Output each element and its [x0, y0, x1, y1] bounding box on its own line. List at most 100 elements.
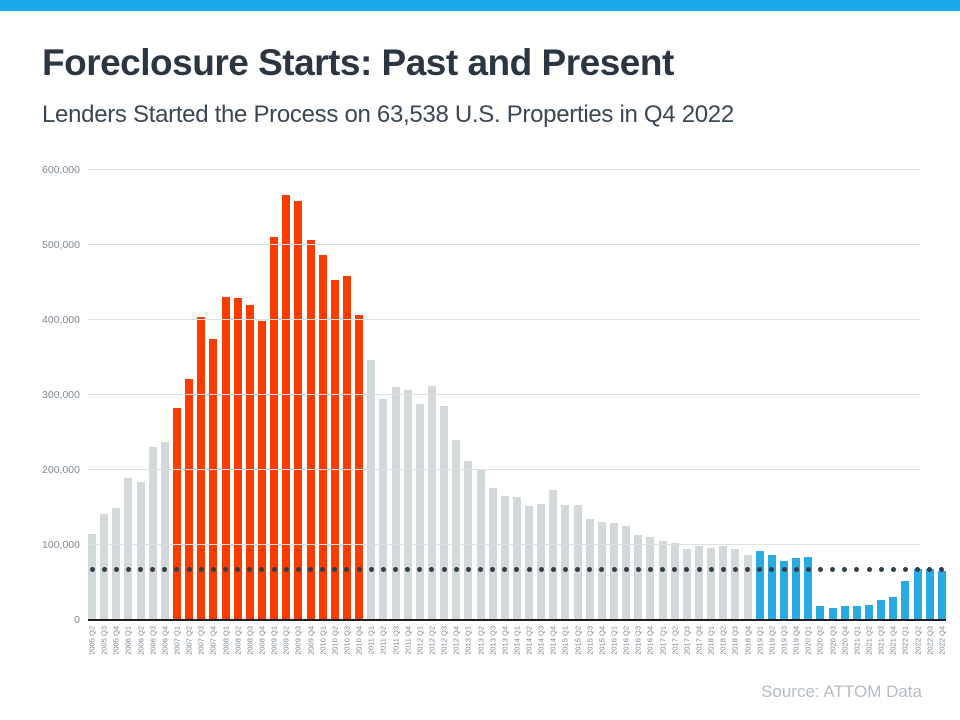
reference-dot	[817, 566, 823, 572]
bar	[440, 406, 449, 619]
reference-dot	[878, 566, 884, 572]
x-tick-label: 2021 Q3	[876, 626, 886, 655]
x-tick-label: 2019 Q2	[767, 626, 777, 655]
reference-dot	[210, 566, 216, 572]
y-tick-label: 500,000	[42, 238, 80, 251]
bar-column: 2015 Q1	[561, 171, 570, 655]
reference-dot	[150, 566, 156, 572]
reference-dot	[635, 566, 641, 572]
bar-column: 2019 Q4	[791, 171, 800, 655]
x-tick-label: 2020 Q4	[839, 626, 849, 655]
bar	[185, 379, 194, 619]
x-tick-label: 2020 Q3	[827, 626, 837, 655]
bar-column: 2007 Q1	[172, 171, 181, 655]
bar	[415, 403, 424, 619]
bar	[743, 554, 752, 619]
bar-column: 2012 Q4	[451, 171, 460, 655]
gridline	[88, 244, 920, 245]
bar-column: 2007 Q3	[197, 171, 206, 655]
bar	[209, 339, 218, 619]
reference-dot	[623, 566, 629, 572]
bar	[852, 606, 861, 619]
bar	[367, 359, 376, 619]
gridline	[88, 544, 920, 545]
reference-dot	[732, 566, 738, 572]
bar-column: 2014 Q3	[536, 171, 545, 655]
reference-dot	[198, 566, 204, 572]
reference-dot	[696, 566, 702, 572]
bar-column: 2016 Q2	[621, 171, 630, 655]
bar-column: 2014 Q2	[524, 171, 534, 655]
bar	[525, 505, 534, 619]
x-tick-label: 2008 Q3	[245, 626, 255, 655]
reference-dot	[174, 566, 180, 572]
bar	[270, 236, 279, 619]
gridline	[88, 169, 920, 170]
bar	[804, 556, 813, 619]
bar-column: 2021 Q4	[889, 171, 898, 655]
reference-dot	[599, 566, 605, 572]
bar-column: 2017 Q3	[682, 171, 691, 655]
bar-column: 2019 Q1	[755, 171, 764, 655]
reference-dot	[89, 566, 95, 572]
bar-column: 2022 Q4	[937, 171, 946, 655]
bar-column: 2019 Q2	[767, 171, 776, 655]
bar	[695, 546, 704, 619]
bar	[355, 315, 364, 619]
x-tick-label: 2010 Q3	[342, 626, 352, 655]
bar	[172, 407, 181, 619]
bar	[707, 547, 716, 619]
bar-column: 2020 Q3	[828, 171, 837, 655]
reference-dot	[101, 566, 107, 572]
reference-dot	[162, 566, 168, 572]
x-tick-label: 2017 Q2	[670, 626, 679, 655]
x-tick-label: 2019 Q1	[754, 626, 764, 655]
bar	[731, 549, 740, 619]
x-tick-label: 2006 Q1	[123, 626, 133, 655]
bar-column: 2017 Q2	[670, 171, 679, 655]
bar-column: 2008 Q2	[233, 171, 242, 655]
top-accent-bar	[0, 0, 960, 11]
bar-column: 2009 Q2	[282, 171, 291, 655]
reference-dot	[405, 566, 411, 572]
bar	[488, 487, 497, 619]
x-tick-label: 2006 Q3	[147, 626, 157, 655]
bar	[682, 548, 691, 619]
foreclosure-starts-chart: 0 100,000 200,000 300,000 400,000 500,000 600,…	[0, 160, 960, 680]
reference-dot	[138, 566, 144, 572]
bar-column: 2018 Q1	[706, 171, 716, 655]
x-tick-label: 2017 Q3	[682, 626, 692, 655]
gridline	[88, 319, 920, 320]
bar	[306, 239, 315, 619]
reference-dot	[902, 566, 908, 572]
bar	[500, 496, 509, 619]
reference-dot	[356, 566, 362, 572]
bar	[379, 398, 388, 619]
x-tick-label: 2017 Q1	[657, 626, 667, 655]
bar-column: 2020 Q4	[840, 171, 849, 655]
reference-dot	[793, 566, 799, 572]
reference-dot	[660, 566, 666, 572]
x-tick-label: 2005 Q3	[99, 626, 109, 655]
bar	[233, 298, 242, 619]
reference-dot	[490, 566, 496, 572]
x-tick-label: 2021 Q2	[864, 626, 874, 655]
x-tick-label: 2006 Q2	[135, 626, 145, 655]
reference-dot	[478, 566, 483, 572]
x-tick-label: 2015 Q3	[585, 626, 595, 655]
bar-column: 2015 Q2	[573, 171, 582, 655]
x-tick-label: 2007 Q4	[208, 626, 218, 655]
bar-column: 2011 Q2	[379, 171, 388, 654]
bar-column: 2006 Q3	[148, 171, 157, 655]
bar	[901, 580, 910, 619]
x-tick-label: 2022 Q3	[924, 626, 934, 655]
gridline	[88, 394, 920, 395]
reference-dot	[575, 566, 581, 572]
bar	[549, 490, 558, 619]
gridline	[88, 469, 920, 470]
bar	[160, 442, 169, 619]
reference-dot	[320, 566, 326, 572]
reference-dot	[842, 566, 848, 572]
bar	[112, 508, 121, 619]
y-tick-label: 400,000	[42, 313, 80, 326]
